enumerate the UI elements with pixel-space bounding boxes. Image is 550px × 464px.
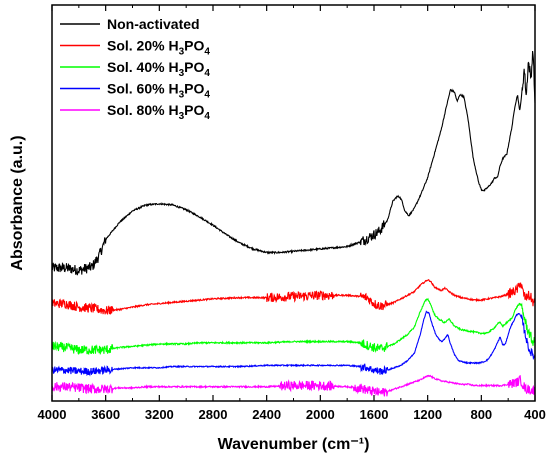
legend-label: Non-activated <box>107 16 200 32</box>
x-tick-label: 3200 <box>145 407 174 422</box>
x-tick-label: 2400 <box>252 407 281 422</box>
x-tick-label: 800 <box>470 407 492 422</box>
x-tick-label: 1200 <box>413 407 442 422</box>
series-line-2 <box>51 279 536 315</box>
y-axis-title: Absorbance (a.u.) <box>9 135 26 270</box>
x-tick-label: 400 <box>524 407 546 422</box>
legend-label: Sol. 60% H3PO4 <box>107 81 210 101</box>
x-tick-label: 2800 <box>199 407 228 422</box>
x-tick-label: 3600 <box>91 407 120 422</box>
series-line-5 <box>51 374 536 397</box>
x-tick-label: 1600 <box>360 407 389 422</box>
series-line-1 <box>51 50 536 276</box>
series-line-3 <box>51 297 536 356</box>
legend-label: Sol. 40% H3PO4 <box>107 59 210 79</box>
axes-layer: 4000 3600 3200 2800 2400 2000 1600 1200 800 400 <box>38 4 546 422</box>
legend-label: Sol. 80% H3PO4 <box>107 102 210 122</box>
x-tick-label: 4000 <box>38 407 67 422</box>
series-layer <box>51 50 536 397</box>
x-tick-label: 2000 <box>306 407 335 422</box>
series-line-4 <box>51 310 536 377</box>
legend-label: Sol. 20% H3PO4 <box>107 38 210 58</box>
x-axis-title: Wavenumber (cm⁻¹) <box>218 436 370 453</box>
